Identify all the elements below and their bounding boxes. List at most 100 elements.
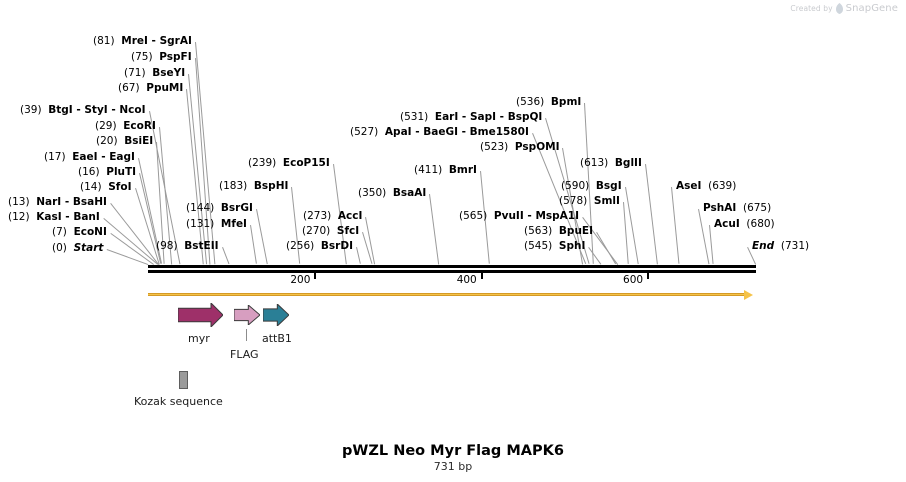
enzyme-separator: - (97, 151, 110, 163)
feature-label-FLAG: FLAG (230, 348, 259, 361)
enzyme-position: (14) (80, 181, 102, 193)
enzyme-separator: - (411, 126, 424, 138)
enzyme-name: BtgI (48, 104, 73, 116)
enzyme-position: (39) (20, 104, 42, 116)
enzyme-position: (531) (400, 111, 429, 123)
enzyme-position: (12) (8, 211, 30, 223)
enzyme-position: (563) (524, 225, 553, 237)
enzyme-label: (75) PspFI (131, 52, 192, 63)
enzyme-name: EaeI (72, 151, 98, 163)
enzyme-name: NcoI (119, 104, 146, 116)
enzyme-label: (81) MreI - SgrAI (93, 36, 192, 47)
enzyme-label: (14) SfoI (80, 182, 132, 193)
enzyme-label: (39) BtgI - StyI - NcoI (20, 105, 146, 116)
enzyme-name: BglII (614, 157, 642, 169)
enzyme-position: (16) (78, 166, 100, 178)
feature-leader-flag (246, 329, 247, 341)
enzyme-name: AccI (337, 210, 363, 222)
enzyme-name: SapI (469, 111, 497, 123)
enzyme-name: EcoRI (123, 120, 156, 132)
enzyme-leader-line (222, 247, 230, 265)
enzyme-label: (270) SfcI (302, 226, 359, 237)
enzyme-label: AseI (639) (676, 181, 736, 192)
enzyme-position: (7) (52, 226, 67, 238)
enzyme-name: PspOMI (514, 141, 560, 153)
enzyme-leader-line (291, 187, 301, 265)
feature-arrow-FLAG[interactable] (234, 305, 260, 325)
ruler-tick-label: 400 (456, 274, 477, 286)
enzyme-name: EagI (109, 151, 135, 163)
enzyme-position: (523) (480, 141, 509, 153)
enzyme-name: Start (73, 242, 104, 254)
enzyme-position: (75) (131, 51, 153, 63)
enzyme-label: (563) BpuEI (524, 226, 593, 237)
enzyme-label: (411) BmrI (414, 165, 477, 176)
enzyme-label: (20) BsiEI (96, 136, 153, 147)
enzyme-leader-line (623, 202, 629, 265)
enzyme-separator: - (457, 126, 470, 138)
enzyme-name: Bme1580I (469, 126, 529, 138)
enzyme-name: PspFI (159, 51, 192, 63)
enzyme-name: MreI (121, 35, 148, 47)
enzyme-label: (239) EcoP15I (248, 158, 330, 169)
enzyme-label: (565) PvuII - MspA1I (459, 211, 579, 222)
enzyme-name: BsrGI (220, 202, 253, 214)
enzyme-position: (270) (302, 225, 331, 237)
ruler-tick-label: 600 (623, 274, 644, 286)
enzyme-position: (17) (44, 151, 66, 163)
enzyme-name: EcoP15I (282, 157, 330, 169)
enzyme-name: BsaHI (72, 196, 107, 208)
enzyme-label: (7) EcoNI (52, 227, 107, 238)
enzyme-position: (13) (8, 196, 30, 208)
enzyme-position: (350) (358, 187, 387, 199)
enzyme-name: BsaAI (392, 187, 427, 199)
enzyme-name: SmlI (593, 195, 620, 207)
plasmid-length: 731 bp (433, 460, 473, 473)
enzyme-name: SfoI (108, 181, 132, 193)
enzyme-name: BspHI (253, 180, 289, 192)
enzyme-label: (131) MfeI (186, 219, 247, 230)
enzyme-label: (531) EarI - SapI - BspQI (400, 112, 542, 123)
enzyme-label: End (731) (752, 241, 809, 252)
annotation-label-kozak: Kozak sequence (134, 395, 223, 408)
enzyme-name: BaeGI (423, 126, 458, 138)
enzyme-separator: - (458, 111, 470, 123)
enzyme-leader-line (671, 187, 680, 265)
enzyme-label: (527) ApaI - BaeGI - Bme1580I (350, 127, 529, 138)
enzyme-leader-line (709, 225, 714, 265)
enzyme-label: (16) PluTI (78, 167, 136, 178)
enzyme-leader-line (645, 164, 658, 265)
enzyme-label: (613) BglII (580, 158, 642, 169)
enzyme-name: SphI (558, 240, 586, 252)
enzyme-name: ApaI (384, 126, 412, 138)
feature-arrow-myr[interactable] (178, 303, 223, 327)
enzyme-position: (239) (248, 157, 277, 169)
enzyme-position: (731) (780, 240, 810, 252)
enzyme-label: (523) PspOMI (480, 142, 559, 153)
enzyme-position: (29) (95, 120, 117, 132)
annotation-marker-kozak[interactable] (179, 371, 188, 389)
enzyme-position: (565) (459, 210, 488, 222)
enzyme-label: (0) Start (52, 243, 103, 254)
enzyme-position: (411) (414, 164, 443, 176)
enzyme-name: PpuMI (146, 82, 184, 94)
enzyme-name: BanI (73, 211, 100, 223)
orf-arrow-head (744, 290, 753, 300)
enzyme-position: (20) (96, 135, 118, 147)
ruler-tick (647, 271, 650, 279)
enzyme-leader-line (110, 203, 159, 265)
feature-arrow-attB1[interactable] (263, 304, 289, 326)
enzyme-name: BspQI (507, 111, 543, 123)
feature-label-myr: myr (188, 332, 210, 345)
enzyme-label: (350) BsaAI (358, 188, 426, 199)
enzyme-label: (590) BsgI (561, 181, 622, 192)
enzyme-position: (613) (580, 157, 609, 169)
enzyme-separator: - (72, 104, 85, 116)
enzyme-name: BseYI (152, 67, 186, 79)
enzyme-name: MfeI (220, 218, 247, 230)
enzyme-position: (81) (93, 35, 115, 47)
enzyme-label: (183) BspHI (219, 181, 288, 192)
enzyme-label: (273) AccI (303, 211, 362, 222)
enzyme-position: (273) (303, 210, 332, 222)
